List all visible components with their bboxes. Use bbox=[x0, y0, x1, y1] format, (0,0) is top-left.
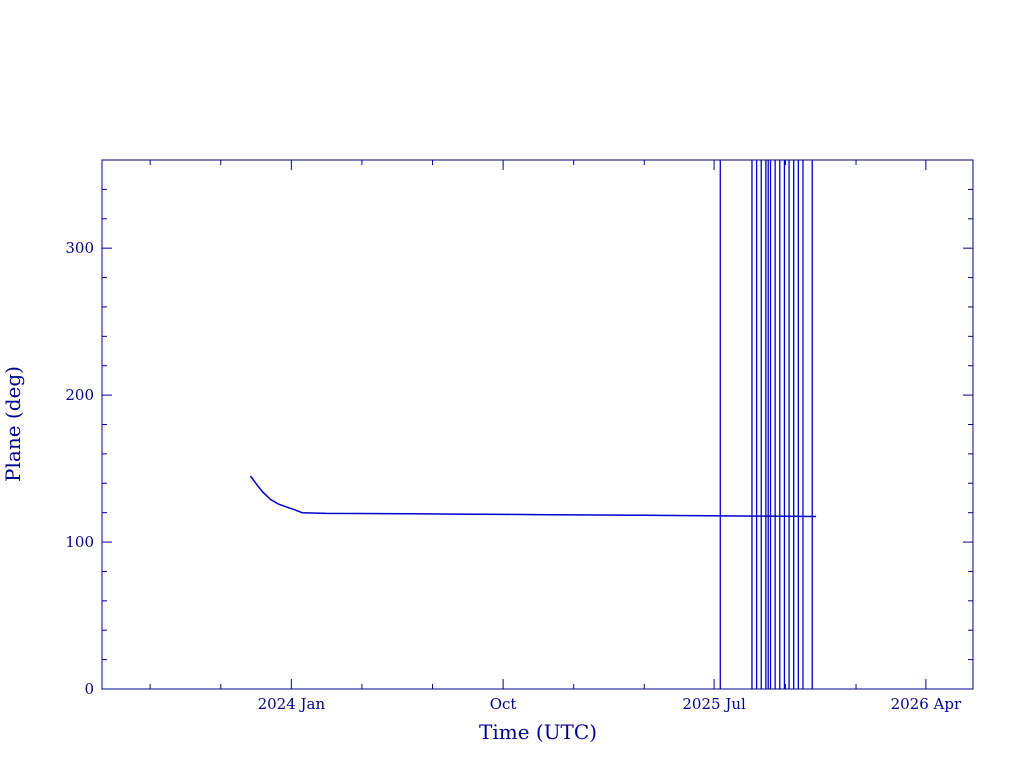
y-tick-label: 100 bbox=[65, 533, 94, 551]
x-tick-label: 2026 Apr bbox=[891, 695, 962, 713]
series-line bbox=[249, 475, 817, 518]
y-tick-label: 300 bbox=[65, 239, 94, 257]
x-axis-label: Time (UTC) bbox=[479, 720, 597, 744]
y-axis-label: Plane (deg) bbox=[1, 366, 25, 482]
x-tick-label: Oct bbox=[490, 695, 517, 713]
axis-ticks bbox=[102, 159, 973, 690]
x-tick-label: 2025 Jul bbox=[682, 695, 746, 713]
y-tick-label: 200 bbox=[65, 386, 94, 404]
plot-area bbox=[249, 160, 817, 689]
plot-frame bbox=[101, 159, 974, 690]
y-tick-label: 0 bbox=[84, 680, 94, 698]
x-tick-label: 2024 Jan bbox=[258, 695, 326, 713]
tick-labels: 0 100 200 300 2024 Jan Oct 2025 Jul 2026 Apr bbox=[65, 239, 962, 713]
